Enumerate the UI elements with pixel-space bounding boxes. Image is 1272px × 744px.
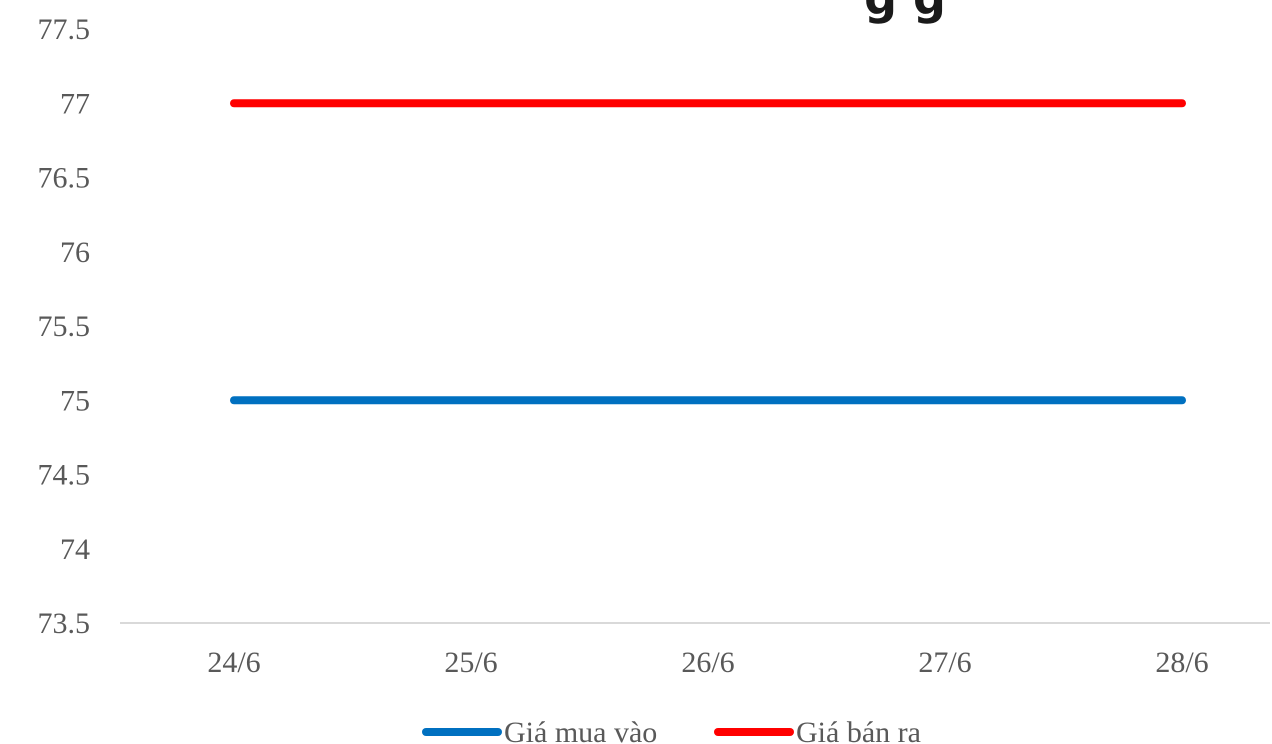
y-tick-label: 77 bbox=[60, 87, 90, 120]
y-tick-label: 75.5 bbox=[38, 310, 91, 343]
y-tick-label: 74.5 bbox=[38, 459, 91, 492]
legend[interactable]: Giá mua vào Giá bán ra bbox=[422, 716, 921, 744]
y-tick-label: 76.5 bbox=[38, 162, 91, 195]
series-lines bbox=[230, 99, 1186, 405]
legend-label-0[interactable]: Giá mua vào bbox=[504, 716, 657, 744]
chart-title-fragment: g g bbox=[864, 0, 946, 25]
y-tick-label: 74 bbox=[60, 533, 90, 566]
x-tick-label: 26/6 bbox=[681, 646, 734, 679]
y-tick-label: 73.5 bbox=[38, 607, 91, 640]
y-tick-label: 75 bbox=[60, 384, 90, 417]
legend-label-1[interactable]: Giá bán ra bbox=[796, 716, 921, 744]
y-tick-label: 77.5 bbox=[38, 13, 91, 46]
x-tick-label: 24/6 bbox=[207, 646, 260, 679]
y-tick-label: 76 bbox=[60, 236, 90, 269]
y-axis-tick-labels: 73.5 74 74.5 75 75.5 76 76.5 77 77.5 bbox=[38, 13, 91, 640]
x-axis-tick-labels: 24/6 25/6 26/6 27/6 28/6 bbox=[207, 646, 1208, 679]
x-tick-label: 25/6 bbox=[444, 646, 497, 679]
x-tick-label: 28/6 bbox=[1155, 646, 1208, 679]
x-tick-label: 27/6 bbox=[918, 646, 971, 679]
